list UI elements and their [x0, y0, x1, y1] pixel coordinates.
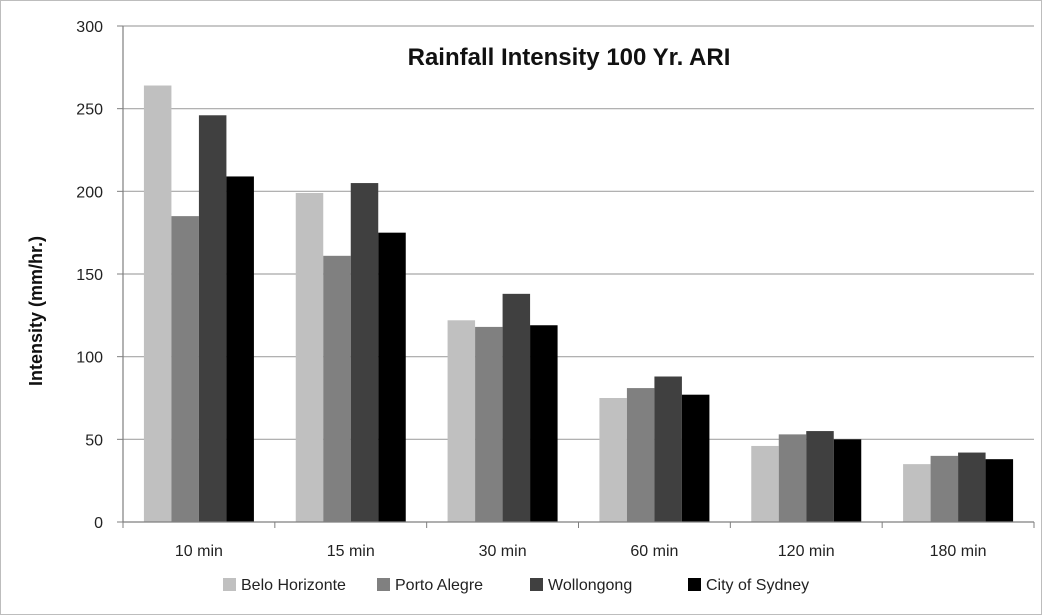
bar-city-of-sydney-10-min [226, 176, 254, 522]
legend-swatch [688, 578, 701, 591]
x-tick-labels: 10 min 15 min 30 min 60 min 120 min 180 min [175, 543, 987, 560]
bar-porto-alegre-30-min [475, 326, 503, 522]
legend-label: Wollongong [548, 577, 632, 594]
bar-belo-horizonte-180-min [903, 464, 931, 522]
legend-label: Porto Alegre [395, 577, 483, 594]
bar-porto-alegre-60-min [626, 388, 655, 522]
x-tick-label: 120 min [778, 543, 835, 560]
bar-porto-alegre-10-min [171, 216, 199, 522]
bar-wollongong-60-min [654, 376, 682, 522]
legend-swatch [530, 578, 543, 591]
bar-wollongong-15-min [350, 183, 379, 523]
y-tick-label: 0 [94, 515, 103, 532]
bar-belo-horizonte-10-min [143, 85, 172, 523]
bar-city-of-sydney-30-min [530, 325, 558, 522]
y-tick-label: 50 [85, 432, 103, 449]
x-tick-label: 60 min [630, 543, 678, 560]
legend: Belo Horizonte Porto Alegre Wollongong City… [223, 577, 809, 594]
bars [143, 85, 1014, 523]
gridlines [123, 25, 1034, 440]
x-tick-label: 10 min [175, 543, 223, 560]
bar-porto-alegre-120-min [778, 434, 807, 522]
legend-item-porto-alegre: Porto Alegre [377, 577, 483, 594]
bar-wollongong-120-min [806, 431, 834, 522]
bar-porto-alegre-15-min [323, 255, 351, 522]
bar-porto-alegre-180-min [930, 455, 959, 522]
x-tick-label: 180 min [930, 543, 987, 560]
bar-wollongong-10-min [198, 115, 227, 522]
bar-belo-horizonte-15-min [295, 192, 324, 522]
axes [117, 25, 1035, 528]
legend-swatch [377, 578, 390, 591]
bar-belo-horizonte-60-min [599, 398, 627, 522]
x-tick-label: 30 min [479, 543, 527, 560]
bar-wollongong-30-min [502, 293, 531, 522]
chart-title: Rainfall Intensity 100 Yr. ARI [408, 44, 731, 71]
legend-label: City of Sydney [706, 577, 809, 594]
x-tick-label: 15 min [327, 543, 375, 560]
y-tick-label: 200 [76, 184, 103, 201]
y-tick-label: 300 [76, 19, 103, 36]
bar-city-of-sydney-120-min [833, 439, 862, 522]
bar-belo-horizonte-120-min [751, 445, 779, 522]
y-axis-label: Intensity (mm/hr.) [26, 236, 46, 386]
bar-city-of-sydney-15-min [378, 232, 406, 522]
y-tick-label: 150 [76, 267, 103, 284]
bar-wollongong-180-min [958, 452, 986, 522]
bar-belo-horizonte-30-min [447, 320, 476, 522]
legend-item-wollongong: Wollongong [530, 577, 632, 594]
legend-swatch [223, 578, 236, 591]
bar-city-of-sydney-60-min [681, 394, 710, 522]
bar-city-of-sydney-180-min [985, 459, 1014, 522]
legend-label: Belo Horizonte [241, 577, 346, 594]
y-tick-label: 100 [76, 350, 103, 367]
y-tick-label: 250 [76, 102, 103, 119]
legend-item-city-of-sydney: City of Sydney [688, 577, 809, 594]
legend-item-belo-horizonte: Belo Horizonte [223, 577, 346, 594]
y-tick-labels: 0 50 100 150 200 250 300 [76, 19, 103, 532]
